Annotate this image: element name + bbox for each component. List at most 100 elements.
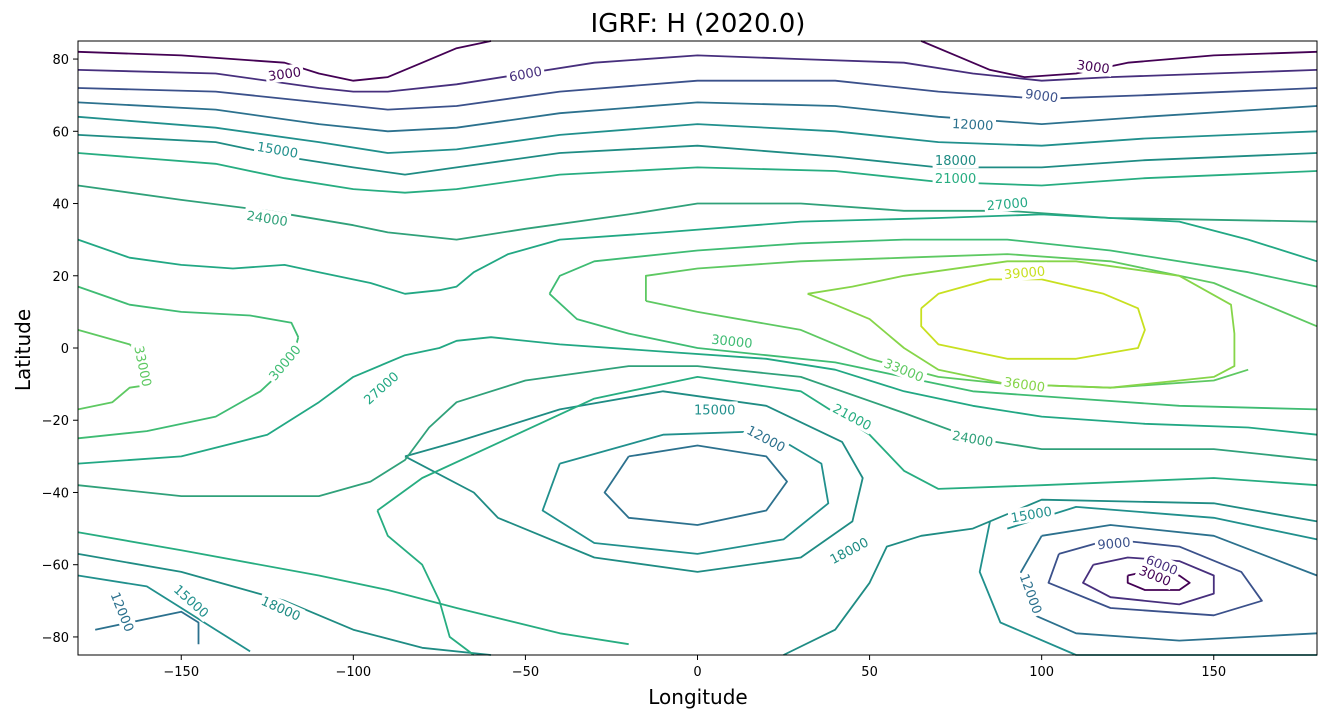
- contour-line-18000: [77, 553, 492, 656]
- contour-label: 24000: [245, 209, 288, 230]
- contour-line-6000: [77, 54, 1318, 93]
- contour-label-group: 36000: [1000, 372, 1049, 396]
- contour-label-group: 9000: [1094, 533, 1134, 554]
- contour-label-background: [253, 137, 302, 162]
- contour-label-background: [358, 366, 404, 410]
- contour-line-33000: [645, 253, 1318, 328]
- contour-label: 9000: [1097, 536, 1131, 554]
- contour-line-18000: [783, 498, 1318, 656]
- contour-label: 15000: [694, 403, 735, 418]
- contour-label-background: [106, 587, 139, 637]
- contour-label-background: [1015, 569, 1047, 618]
- contour-line-24000: [77, 365, 1318, 497]
- contour-label-group: 30000: [708, 330, 756, 352]
- x-tick-label: −100: [335, 665, 371, 680]
- contour-label-background: [879, 353, 929, 386]
- contour-label-group: 6000: [505, 62, 546, 85]
- contour-line-3000: [77, 40, 492, 82]
- contour-label: 27000: [986, 196, 1029, 215]
- contour-line-33000: [645, 300, 1249, 389]
- contour-label: 15000: [1010, 505, 1053, 527]
- contour-label-group: 39000: [1000, 262, 1049, 283]
- contour-label-background: [1021, 84, 1062, 106]
- contour-line-27000: [77, 336, 1318, 465]
- contour-label: 6000: [508, 64, 543, 85]
- contour-label-background: [1094, 533, 1134, 553]
- contour-line-15000: [77, 115, 1318, 154]
- contour-label: 30000: [710, 333, 753, 352]
- contour-label-background: [742, 420, 791, 457]
- plot-area: 3000 6000 3000 9000 12000 15000 18000 21000 2400…: [77, 40, 1318, 656]
- contour-label-background: [824, 532, 873, 569]
- contour-label-group: 9000: [1021, 84, 1062, 106]
- y-tick-label: −60: [42, 559, 69, 574]
- contour-line-27000: [77, 213, 1318, 295]
- contour-label-group: 3000: [1073, 55, 1114, 78]
- contour-label-group: 18000: [932, 152, 979, 169]
- contour-line-12000: [77, 101, 1318, 133]
- contour-line-9000: [1047, 538, 1263, 617]
- contour-label: 12000: [952, 117, 994, 134]
- contour-label-background: [1134, 560, 1176, 591]
- contour-line-15000: [77, 574, 251, 653]
- contour-label-group: 3000: [264, 62, 305, 85]
- contour-label-background: [983, 193, 1031, 214]
- y-tick-label: 20: [52, 270, 69, 285]
- contour-label-group: 27000: [983, 193, 1031, 215]
- contour-label-background: [130, 341, 157, 391]
- contour-label-group: 12000: [949, 114, 997, 134]
- contour-label-background: [948, 426, 997, 451]
- contour-label: 15000: [256, 140, 299, 162]
- contour-line-15000: [541, 430, 830, 555]
- contour-label: 24000: [951, 429, 994, 451]
- contour-label: 39000: [1003, 264, 1046, 283]
- contour-line-21000: [77, 152, 1318, 194]
- contour-label-background: [691, 401, 738, 418]
- y-tick-label: 40: [52, 198, 69, 213]
- contour-line-12000: [603, 444, 788, 526]
- contour-line-39000: [920, 278, 1146, 360]
- y-tick-label: −40: [42, 486, 69, 501]
- contour-line-30000: [548, 293, 1318, 411]
- contour-label: 21000: [935, 172, 976, 187]
- contour-label-background: [505, 62, 546, 85]
- contour-label-group: 15000: [691, 401, 738, 418]
- contour-label-background: [708, 330, 756, 352]
- contour-label-background: [264, 62, 305, 85]
- contour-label-group: 15000: [1007, 502, 1056, 527]
- y-tick-label: 80: [52, 53, 69, 68]
- contour-label: 3000: [267, 65, 302, 84]
- y-tick-label: 0: [61, 342, 69, 357]
- contour-label-background: [256, 591, 306, 625]
- contour-label-group: 24000: [948, 426, 997, 451]
- x-axis-label: Longitude: [648, 685, 747, 709]
- x-tick-label: 0: [693, 665, 701, 680]
- contour-label-background: [1000, 372, 1049, 396]
- contour-label-background: [243, 206, 292, 230]
- x-tick-label: 150: [1201, 665, 1226, 680]
- x-tick-label: −50: [512, 665, 539, 680]
- contour-label: 9000: [1024, 87, 1059, 106]
- contour-label-background: [169, 579, 215, 623]
- y-tick-label: −80: [42, 631, 69, 646]
- contour-line-12000: [1020, 535, 1318, 642]
- x-tick-label: −150: [163, 665, 199, 680]
- x-tick-label: 100: [1029, 665, 1054, 680]
- y-tick-label: 60: [52, 125, 69, 140]
- contour-label-background: [949, 114, 997, 134]
- contour-line-30000: [77, 285, 300, 338]
- contour-line-12000: [95, 610, 200, 645]
- contour-line-21000: [77, 531, 629, 646]
- y-axis-label: Latitude: [11, 309, 35, 391]
- x-tick-label: 50: [861, 665, 878, 680]
- contour-label-background: [1007, 502, 1056, 526]
- x-axis-ticks: −150 −100 −50 0 50 100 150: [163, 655, 1226, 680]
- contour-label: 3000: [1076, 58, 1111, 77]
- contour-line-3000: [920, 40, 1318, 78]
- contour-label-background: [932, 152, 979, 169]
- y-tick-label: −20: [42, 414, 69, 429]
- contour-label-background: [1000, 262, 1049, 283]
- contour-line-21000: [376, 510, 475, 656]
- contour-line-36000: [807, 260, 1236, 389]
